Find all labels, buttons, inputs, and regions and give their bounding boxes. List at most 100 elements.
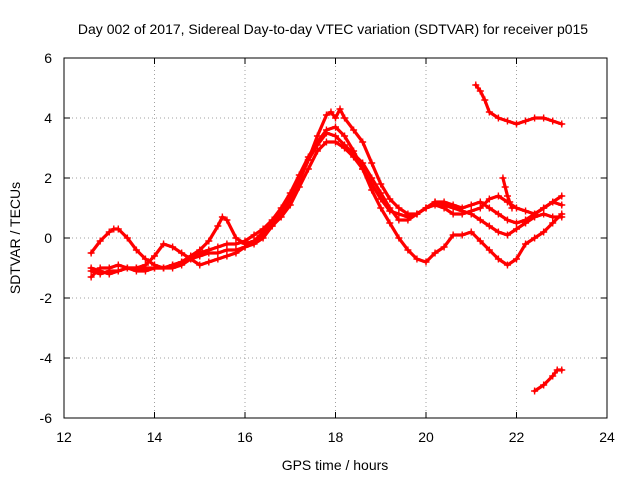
data-point [322,138,330,146]
data-point [160,264,168,272]
data-point [476,87,484,95]
y-tick-label: 0 [44,230,52,246]
data-point [558,210,566,218]
data-point [386,219,394,227]
data-point [295,183,303,191]
data-point [540,114,548,122]
data-point [549,198,557,206]
data-point [386,204,394,212]
data-point [250,240,258,248]
data-point [494,192,502,200]
data-point [313,141,321,149]
x-tick-label: 20 [418,429,434,445]
data-point [467,207,475,215]
data-point [114,261,122,269]
data-point [485,246,493,254]
data-point [286,192,294,200]
data-point [485,222,493,230]
y-axis-label: SDTVAR / TECUs [7,182,23,294]
data-point [476,198,484,206]
data-point [178,249,186,257]
data-point [87,249,95,257]
data-point [549,213,557,221]
x-tick-label: 16 [237,429,253,445]
data-point [132,264,140,272]
data-point [151,252,158,260]
x-tick-label: 18 [328,429,344,445]
data-point [558,120,566,128]
data-point [513,120,520,128]
data-point [395,234,403,242]
data-point [422,258,430,266]
data-point [485,108,493,116]
data-point [241,243,249,251]
data-point [350,150,358,158]
data-point [522,117,530,125]
series-track-e [472,81,566,128]
series-track-g [531,366,566,395]
data-point [232,234,240,242]
data-point [96,267,104,275]
chart-title: Day 002 of 2017, Sidereal Day-to-day VTE… [78,21,588,37]
data-point [476,216,484,224]
grid-lines [64,58,607,418]
data-point [503,117,511,125]
x-tick-label: 14 [147,429,163,445]
y-axis: -6 -4 -2 0 2 4 6 [40,50,607,426]
data-point [513,225,520,233]
data-point [485,204,493,212]
data-point [431,201,439,209]
data-point [205,249,213,257]
data-point [494,255,502,263]
data-point [241,237,249,245]
data-point [377,204,385,212]
data-point [277,207,285,215]
data-point [467,228,475,236]
data-point [508,204,516,212]
data-point [386,195,394,203]
data-point [449,210,457,218]
x-tick-label: 24 [599,429,615,445]
data-point [522,207,530,215]
data-point [105,270,113,278]
series-track-f [499,174,516,212]
data-point [332,132,339,140]
data-point [169,261,177,269]
y-tick-label: 4 [44,110,52,126]
data-point [114,267,122,275]
data-point [440,198,448,206]
y-tick-label: 6 [44,50,52,66]
data-point [558,366,566,374]
data-point [472,81,480,89]
y-tick-label: 2 [44,170,52,186]
data-point [467,201,475,209]
data-point [494,210,502,218]
data-point [485,195,493,203]
data-point [160,240,168,248]
data-point [540,228,548,236]
data-point [404,246,412,254]
data-point [123,234,131,242]
data-point [476,204,484,212]
data-point [286,201,294,209]
data-point [232,246,240,254]
data-point [558,192,566,200]
data-point [359,138,367,146]
data-point [440,204,448,212]
data-point [531,210,539,218]
data-point [449,201,457,209]
data-point [223,252,231,260]
data-point [187,255,195,263]
data-point [494,114,502,122]
data-point [332,123,339,131]
data-point [440,243,448,251]
data-point [322,129,330,137]
data-point [218,213,226,221]
y-tick-label: -4 [40,350,53,366]
data-point [531,234,539,242]
data-point [223,246,231,254]
data-point [214,243,222,251]
data-point [395,204,403,212]
data-point [368,174,376,182]
